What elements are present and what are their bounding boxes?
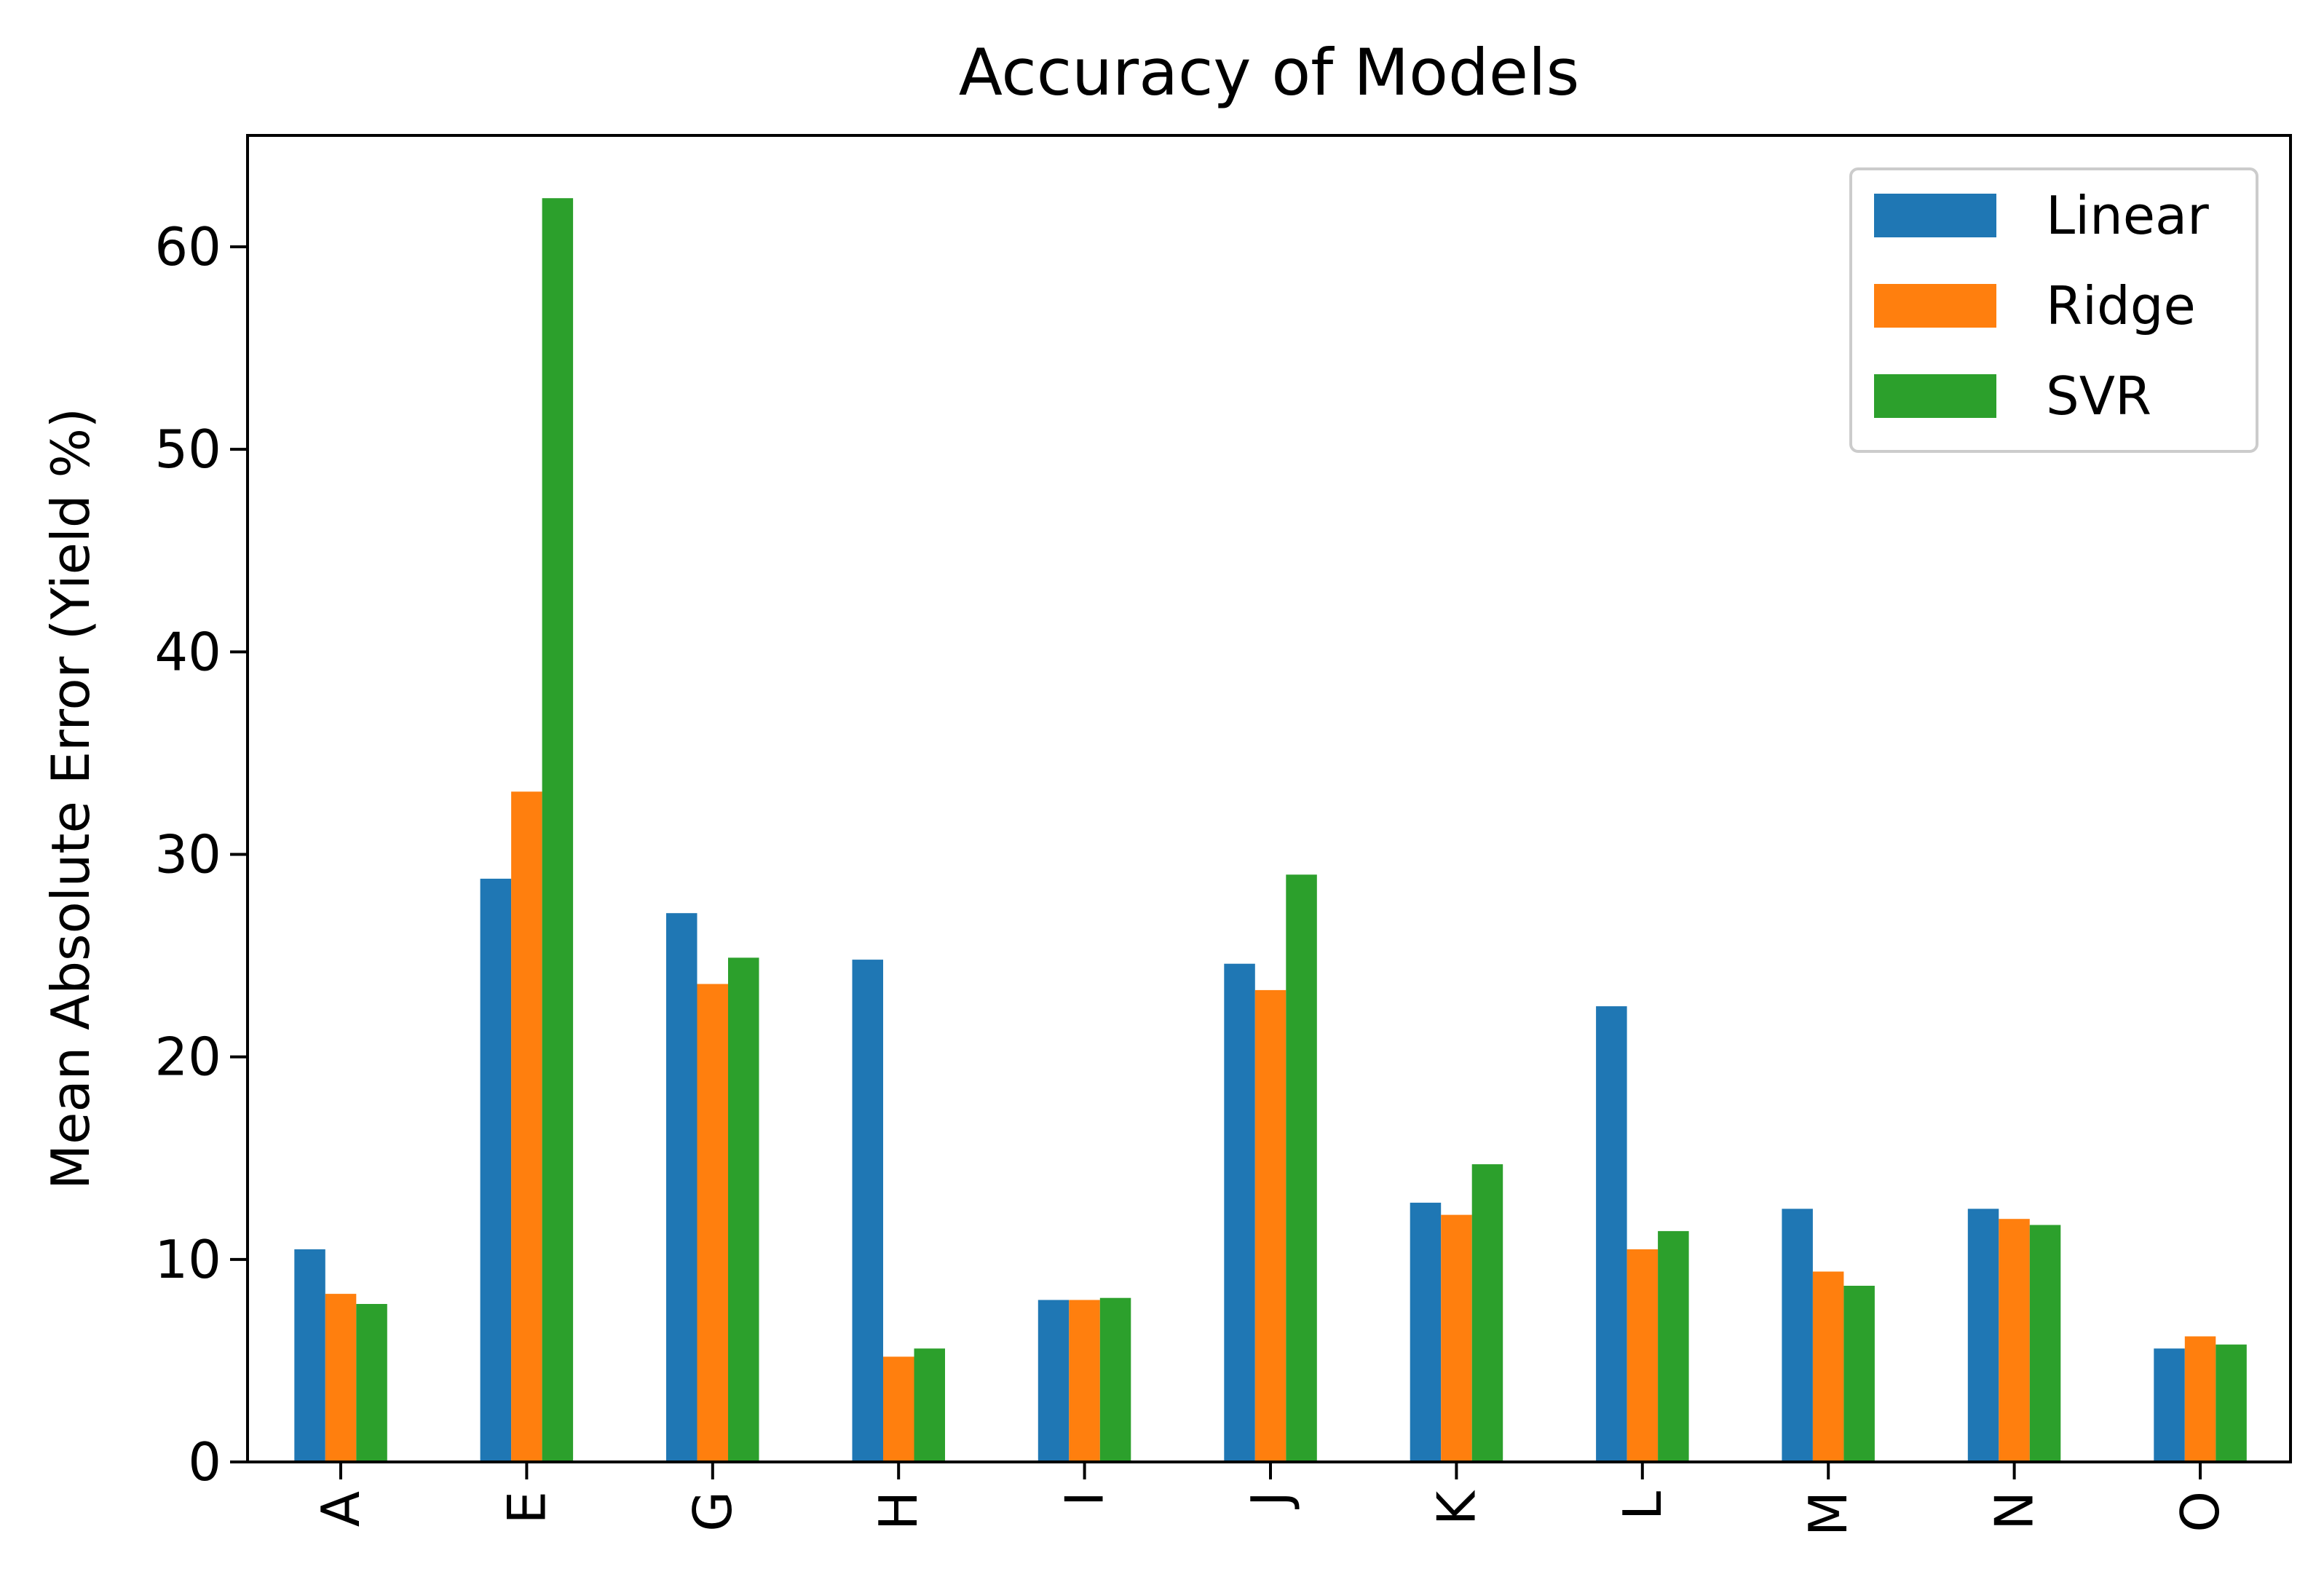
bar-svr-l: [1658, 1230, 1689, 1462]
bar-ridge-o: [2184, 1336, 2216, 1462]
y-tick-label: 0: [188, 1431, 221, 1493]
x-tick-label: A: [310, 1491, 371, 1527]
y-tick-label: 40: [154, 621, 221, 682]
bar-linear-a: [294, 1249, 325, 1462]
x-tick-label: G: [682, 1491, 743, 1532]
bar-svr-i: [1099, 1297, 1131, 1462]
bar-linear-i: [1038, 1300, 1070, 1462]
bar-svr-h: [914, 1348, 945, 1462]
x-tick-label: O: [2170, 1491, 2231, 1533]
x-tick-label: K: [1426, 1490, 1487, 1525]
y-tick-label: 50: [154, 419, 221, 480]
bar-svr-g: [728, 957, 759, 1462]
x-tick-label: M: [1798, 1491, 1859, 1536]
legend-label-svr: SVR: [2046, 365, 2151, 427]
bar-linear-n: [1967, 1209, 1999, 1462]
bar-svr-k: [1471, 1164, 1503, 1462]
bar-svr-j: [1286, 874, 1317, 1462]
axes-frame: [246, 134, 2292, 1463]
bar-svr-n: [2029, 1225, 2061, 1462]
legend-swatch-linear: [1874, 194, 1996, 237]
bar-svr-e: [542, 198, 574, 1463]
bar-ridge-k: [1441, 1214, 1472, 1462]
bar-linear-k: [1410, 1202, 1442, 1462]
bar-svr-o: [2216, 1344, 2247, 1462]
bar-linear-o: [2154, 1348, 2185, 1462]
x-tick-label: H: [868, 1491, 929, 1530]
bar-ridge-e: [511, 791, 542, 1462]
legend-label-ridge: Ridge: [2046, 275, 2196, 336]
x-tick-label: L: [1612, 1491, 1673, 1520]
bar-ridge-m: [1812, 1271, 1844, 1462]
bar-ridge-h: [883, 1356, 914, 1462]
x-tick-label: E: [496, 1491, 557, 1525]
y-axis-label: Mean Absolute Error (Yield %): [40, 408, 101, 1190]
y-tick-label: 20: [154, 1027, 221, 1088]
bar-ridge-i: [1069, 1300, 1100, 1462]
legend-label-linear: Linear: [2046, 185, 2209, 246]
bar-linear-h: [852, 960, 883, 1462]
x-tick-label: J: [1240, 1491, 1301, 1509]
bar-ridge-j: [1254, 989, 1286, 1462]
bar-linear-e: [480, 878, 512, 1462]
y-tick-label: 10: [154, 1229, 221, 1290]
bar-linear-l: [1596, 1006, 1627, 1462]
x-tick-label: I: [1054, 1491, 1115, 1506]
bar-linear-j: [1224, 963, 1255, 1462]
chart-title: Accuracy of Models: [959, 35, 1580, 110]
bar-ridge-l: [1627, 1249, 1659, 1462]
bar-svr-m: [1843, 1286, 1875, 1462]
y-tick-label: 30: [154, 823, 221, 885]
legend-swatch-ridge: [1874, 284, 1996, 328]
bar-linear-g: [666, 913, 697, 1462]
bar-svr-a: [356, 1304, 387, 1462]
y-tick-label: 60: [154, 216, 221, 277]
legend-swatch-svr: [1874, 374, 1996, 418]
bar-ridge-n: [1999, 1219, 2030, 1462]
legend: Linear Ridge SVR: [1849, 167, 2258, 453]
bar-ridge-g: [697, 984, 728, 1462]
bar-linear-m: [1782, 1209, 1813, 1462]
bars-group: [294, 198, 2247, 1463]
y-axis-ticks: 0 10 20 30 40 50 60: [154, 216, 248, 1493]
x-tick-label: N: [1984, 1491, 2045, 1530]
bar-ridge-a: [325, 1294, 357, 1462]
